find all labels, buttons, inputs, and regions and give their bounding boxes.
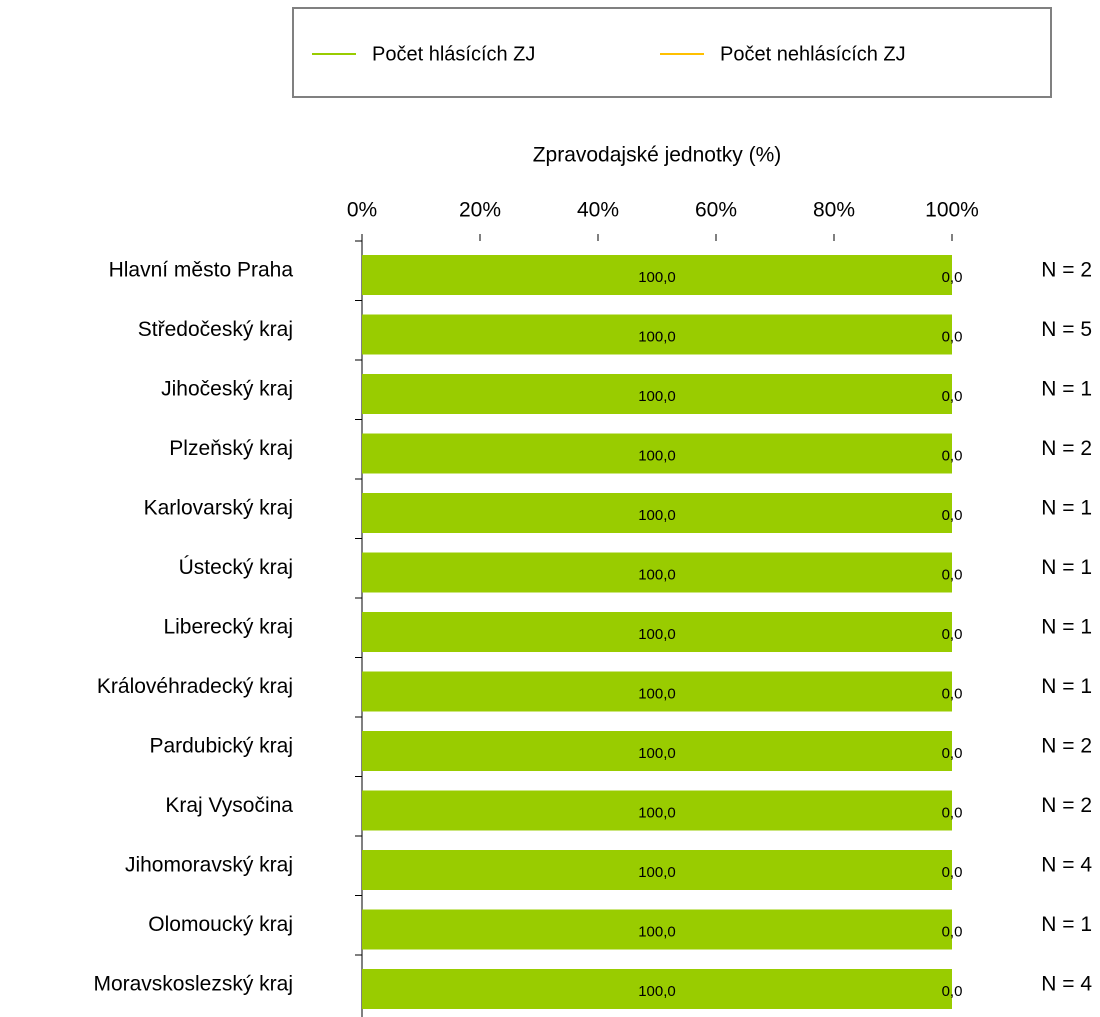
bar xyxy=(362,314,952,355)
n-label: N = 2 xyxy=(1041,259,1092,282)
value-label: 0,0 xyxy=(942,328,963,345)
value-label: 100,0 xyxy=(638,269,676,286)
category-label: Středočeský kraj xyxy=(138,318,293,341)
bar xyxy=(362,493,952,533)
category-label: Plzeňský kraj xyxy=(169,437,293,460)
legend-label: Počet hlásících ZJ xyxy=(372,43,535,65)
n-label: N = 1 xyxy=(1041,378,1092,401)
value-label: 100,0 xyxy=(638,447,676,464)
value-label: 0,0 xyxy=(942,864,963,881)
value-label: 0,0 xyxy=(942,447,963,464)
value-label: 0,0 xyxy=(942,388,963,405)
bar xyxy=(362,612,952,652)
bar xyxy=(362,850,952,890)
value-label: 100,0 xyxy=(638,328,676,345)
value-label: 0,0 xyxy=(942,507,963,524)
value-label: 100,0 xyxy=(638,804,676,821)
category-label: Olomoucký kraj xyxy=(148,913,293,936)
n-label: N = 1 xyxy=(1041,675,1092,698)
x-tick-label: 80% xyxy=(813,199,855,222)
category-label: Kraj Vysočina xyxy=(165,794,293,817)
value-label: 100,0 xyxy=(638,983,676,1000)
value-label: 100,0 xyxy=(638,685,676,702)
legend-box xyxy=(292,7,1052,98)
bar xyxy=(362,255,952,295)
value-label: 100,0 xyxy=(638,566,676,583)
category-label: Hlavní město Praha xyxy=(109,259,294,282)
value-label: 0,0 xyxy=(942,269,963,286)
category-label: Královéhradecký kraj xyxy=(97,675,293,698)
category-label: Jihočeský kraj xyxy=(161,378,293,401)
n-label: N = 2 xyxy=(1041,794,1092,817)
category-label: Jihomoravský kraj xyxy=(125,854,293,877)
value-label: 100,0 xyxy=(638,507,676,524)
value-label: 0,0 xyxy=(942,626,963,643)
n-label: N = 1 xyxy=(1041,497,1092,520)
x-tick-label: 60% xyxy=(695,199,737,222)
category-label: Liberecký kraj xyxy=(163,616,293,639)
n-label: N = 1 xyxy=(1041,616,1092,639)
value-label: 100,0 xyxy=(638,626,676,643)
bar xyxy=(362,790,952,831)
bar xyxy=(362,552,952,593)
value-label: 0,0 xyxy=(942,745,963,762)
category-label: Moravskoslezský kraj xyxy=(93,973,293,996)
value-label: 100,0 xyxy=(638,923,676,940)
bar xyxy=(362,909,952,950)
category-label: Pardubický kraj xyxy=(149,735,293,758)
x-tick-label: 40% xyxy=(577,199,619,222)
value-label: 100,0 xyxy=(638,864,676,881)
x-tick-label: 100% xyxy=(925,199,979,222)
category-label: Ústecký kraj xyxy=(179,556,293,579)
value-label: 0,0 xyxy=(942,685,963,702)
x-tick-label: 20% xyxy=(459,199,501,222)
value-label: 0,0 xyxy=(942,923,963,940)
x-axis-title: Zpravodajské jednotky (%) xyxy=(533,144,782,167)
n-label: N = 5 xyxy=(1041,318,1092,341)
n-label: N = 2 xyxy=(1041,735,1092,758)
bar xyxy=(362,433,952,474)
value-label: 0,0 xyxy=(942,983,963,1000)
n-label: N = 4 xyxy=(1041,854,1092,877)
bar xyxy=(362,374,952,414)
category-label: Karlovarský kraj xyxy=(144,497,293,520)
legend-label: Počet nehlásících ZJ xyxy=(720,43,906,65)
value-label: 100,0 xyxy=(638,745,676,762)
value-label: 100,0 xyxy=(638,388,676,405)
n-label: N = 1 xyxy=(1041,556,1092,579)
value-label: 0,0 xyxy=(942,804,963,821)
value-label: 0,0 xyxy=(942,566,963,583)
n-label: N = 1 xyxy=(1041,913,1092,936)
bar xyxy=(362,969,952,1009)
x-tick-label: 0% xyxy=(347,199,377,222)
n-label: N = 4 xyxy=(1041,973,1092,996)
bar xyxy=(362,671,952,712)
bar xyxy=(362,731,952,771)
n-label: N = 2 xyxy=(1041,437,1092,460)
